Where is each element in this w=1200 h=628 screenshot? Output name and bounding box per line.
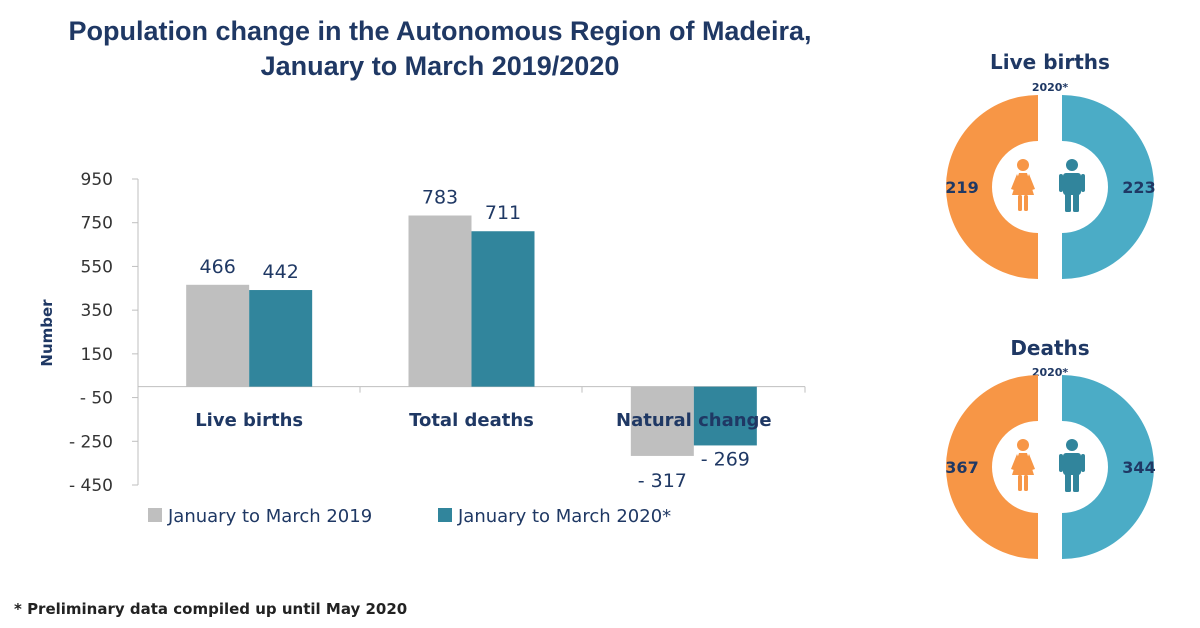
bar (693, 386, 757, 446)
legend-label: January to March 2020* (457, 506, 671, 527)
y-tick-label: 150 (81, 345, 113, 365)
donut-subtitle: 2020* (1032, 366, 1069, 379)
x-category-label: Live births (195, 410, 303, 431)
y-tick-label: - 250 (69, 432, 113, 452)
donut-title: Live births (990, 50, 1110, 74)
bar (249, 290, 313, 387)
data-label: - 317 (638, 470, 687, 492)
donut-subtitle: 2020* (1032, 81, 1069, 94)
bar (408, 215, 472, 387)
bar (471, 231, 535, 387)
legend-swatch (148, 508, 162, 522)
donut-slice-male (1062, 375, 1154, 559)
data-label: 466 (200, 256, 236, 278)
bar (630, 386, 694, 456)
data-label: 442 (263, 261, 299, 283)
data-label: 711 (485, 202, 521, 224)
donut-title: Deaths (1010, 336, 1089, 360)
female-icon (1011, 439, 1035, 491)
y-tick-label: 350 (81, 301, 113, 321)
y-tick-label: - 50 (80, 389, 113, 409)
bar-chart: 950 750 550 350 150 - 50 - 250 - 450 Number 466 44… (38, 170, 806, 527)
y-axis-label: Number (38, 299, 56, 367)
female-icon (1011, 159, 1035, 211)
y-tick-label: - 450 (69, 476, 113, 496)
donut-slice-male (1062, 95, 1154, 279)
x-category-label: Total deaths (409, 410, 534, 431)
chart-title-line-2: January to March 2019/2020 (260, 51, 620, 81)
donut-slice-female (946, 95, 1038, 279)
data-label: 783 (422, 187, 458, 209)
donut-value-male: 223 (1122, 178, 1155, 197)
legend-swatch (438, 508, 452, 522)
x-category-label: Natural change (616, 410, 772, 431)
donut-value-female: 219 (945, 178, 978, 197)
data-label: - 269 (701, 448, 750, 470)
male-icon (1059, 159, 1085, 212)
donut-value-male: 344 (1122, 458, 1155, 477)
y-tick-label: 950 (81, 170, 113, 190)
legend-label: January to March 2019 (167, 506, 372, 527)
donut-value-female: 367 (945, 458, 978, 477)
donut-slice-female (946, 375, 1038, 559)
y-tick-label: 550 (81, 257, 113, 277)
footnote: * Preliminary data compiled up until May… (14, 600, 408, 618)
chart-title-line-1: Population change in the Autonomous Regi… (68, 16, 812, 46)
bar (186, 284, 250, 387)
male-icon (1059, 439, 1085, 492)
y-tick-label: 750 (81, 214, 113, 234)
chart-title: Population change in the Autonomous Regi… (0, 14, 880, 84)
